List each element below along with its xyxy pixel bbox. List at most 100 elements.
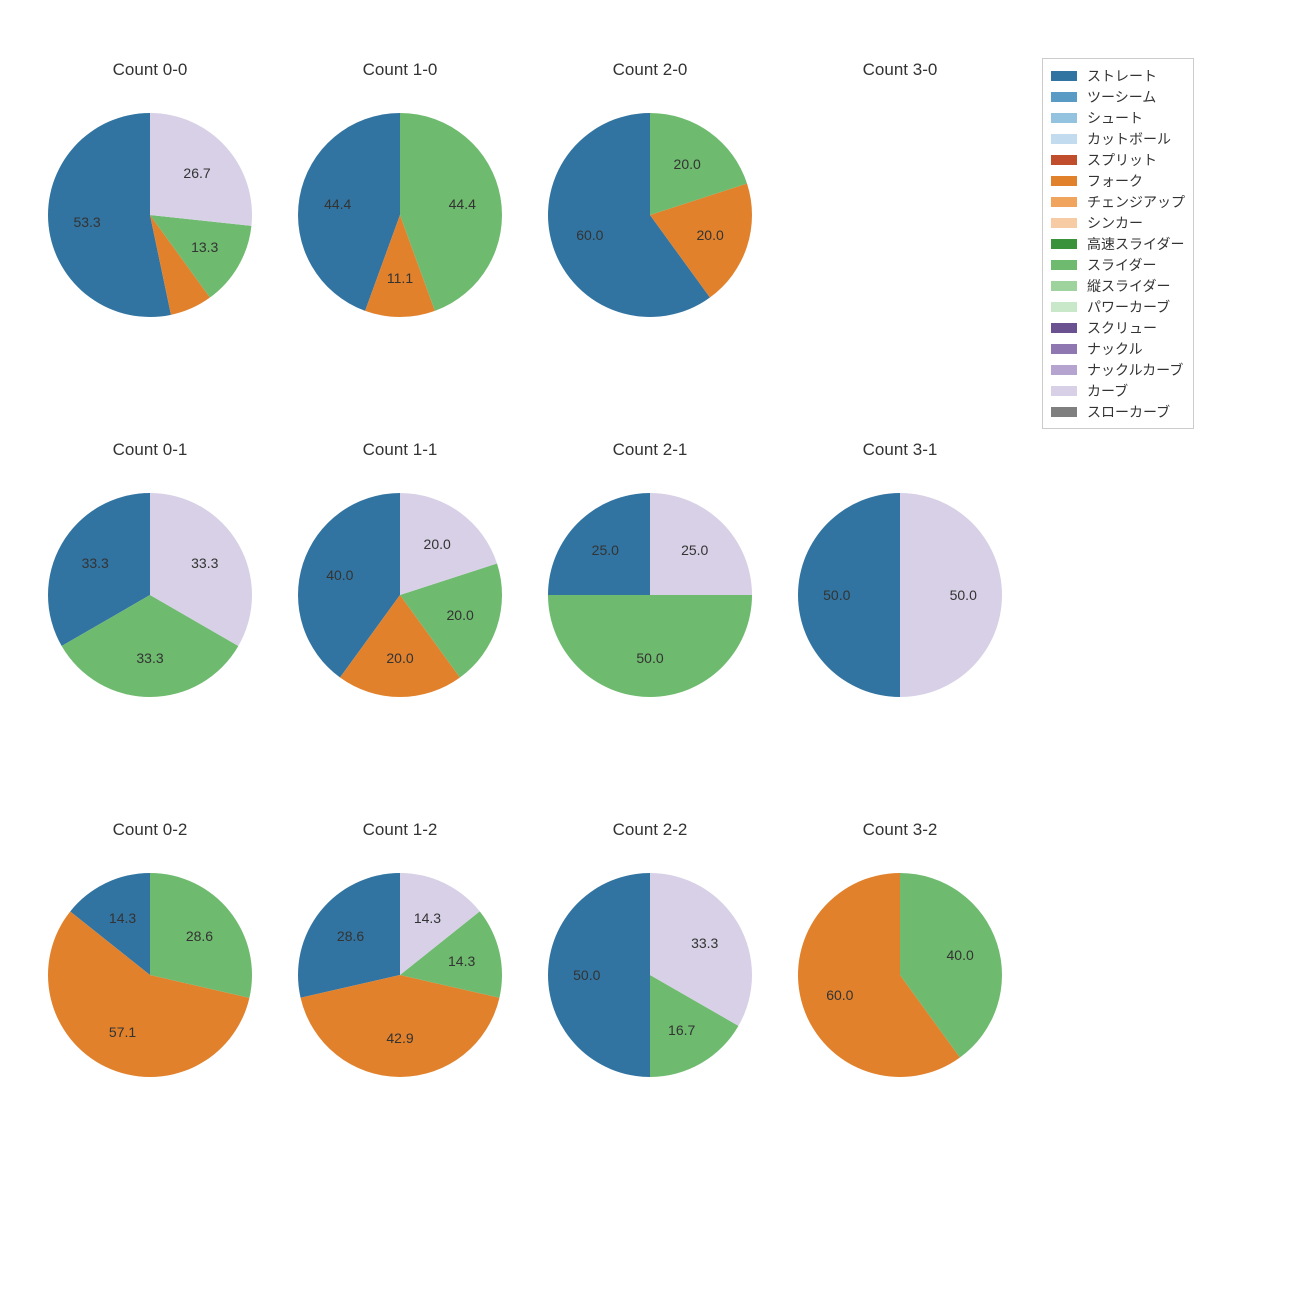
- slice-label: 13.3: [191, 239, 218, 255]
- legend-swatch: [1051, 92, 1077, 102]
- slice-label: 11.1: [387, 270, 413, 286]
- legend-item: スローカーブ: [1051, 401, 1185, 422]
- pie-chart-cell: Count 1-140.020.020.020.0: [280, 440, 520, 740]
- legend-label: スローカーブ: [1087, 402, 1170, 422]
- pie-chart-cell: Count 3-150.050.0: [780, 440, 1020, 740]
- slice-label: 50.0: [823, 587, 850, 603]
- legend-label: シンカー: [1087, 213, 1143, 233]
- legend-label: 縦スライダー: [1087, 276, 1170, 296]
- slice-label: 26.7: [183, 165, 210, 181]
- slice-label: 44.4: [324, 196, 351, 212]
- legend-label: パワーカーブ: [1087, 297, 1170, 317]
- legend-label: ストレート: [1087, 66, 1157, 86]
- slice-label: 60.0: [576, 227, 603, 243]
- legend-swatch: [1051, 176, 1077, 186]
- legend-label: カットボール: [1087, 129, 1171, 149]
- legend-swatch: [1051, 134, 1077, 144]
- legend-swatch: [1051, 239, 1077, 249]
- legend-swatch: [1051, 281, 1077, 291]
- pie-svg: [30, 440, 270, 740]
- slice-label: 42.9: [386, 1030, 413, 1046]
- legend-item: チェンジアップ: [1051, 191, 1185, 212]
- pie-chart-cell: Count 2-060.020.020.0: [530, 60, 770, 360]
- pie-slice: [548, 595, 752, 697]
- legend-item: ナックル: [1051, 338, 1185, 359]
- slice-label: 33.3: [136, 650, 163, 666]
- legend-swatch: [1051, 302, 1077, 312]
- pie-svg: [280, 440, 520, 740]
- pie-svg: [280, 60, 520, 360]
- legend-item: シュート: [1051, 107, 1185, 128]
- slice-label: 16.7: [668, 1022, 695, 1038]
- slice-label: 28.6: [186, 928, 213, 944]
- pie-svg: [30, 60, 270, 360]
- legend-item: パワーカーブ: [1051, 296, 1185, 317]
- legend-swatch: [1051, 365, 1077, 375]
- pie-chart-cell: Count 3-260.040.0: [780, 820, 1020, 1120]
- legend-item: ツーシーム: [1051, 86, 1185, 107]
- legend-label: カーブ: [1087, 381, 1128, 401]
- legend-item: フォーク: [1051, 170, 1185, 191]
- slice-label: 20.0: [386, 650, 413, 666]
- legend-label: ツーシーム: [1087, 87, 1156, 107]
- legend-label: シュート: [1087, 108, 1143, 128]
- legend-swatch: [1051, 197, 1077, 207]
- legend-item: 高速スライダー: [1051, 233, 1185, 254]
- slice-label: 14.3: [414, 910, 441, 926]
- slice-label: 44.4: [449, 196, 476, 212]
- slice-label: 20.0: [674, 156, 701, 172]
- slice-label: 33.3: [691, 935, 718, 951]
- pie-chart-cell: Count 0-214.357.128.6: [30, 820, 270, 1120]
- slice-label: 25.0: [681, 542, 708, 558]
- pie-chart-cell: Count 2-250.016.733.3: [530, 820, 770, 1120]
- pie-chart-cell: Count 2-125.050.025.0: [530, 440, 770, 740]
- legend-label: 高速スライダー: [1087, 234, 1184, 254]
- legend-swatch: [1051, 71, 1077, 81]
- legend: ストレートツーシームシュートカットボールスプリットフォークチェンジアップシンカー…: [1042, 58, 1194, 429]
- slice-label: 40.0: [947, 947, 974, 963]
- pie-chart-cell: Count 0-053.313.326.7: [30, 60, 270, 360]
- legend-item: スクリュー: [1051, 317, 1185, 338]
- chart-stage: Count 0-053.313.326.7Count 1-044.411.144…: [0, 0, 1300, 1300]
- pie-chart-cell: Count 1-044.411.144.4: [280, 60, 520, 360]
- legend-item: ナックルカーブ: [1051, 359, 1185, 380]
- legend-item: シンカー: [1051, 212, 1185, 233]
- legend-swatch: [1051, 323, 1077, 333]
- slice-label: 50.0: [636, 650, 663, 666]
- pie-svg: [780, 440, 1020, 740]
- legend-swatch: [1051, 218, 1077, 228]
- slice-label: 33.3: [191, 555, 218, 571]
- pie-svg: [30, 820, 270, 1120]
- slice-label: 14.3: [109, 910, 136, 926]
- legend-label: チェンジアップ: [1087, 192, 1185, 212]
- slice-label: 53.3: [73, 214, 100, 230]
- legend-label: ナックル: [1087, 339, 1143, 359]
- legend-swatch: [1051, 386, 1077, 396]
- legend-label: スクリュー: [1087, 318, 1157, 338]
- slice-label: 20.0: [447, 607, 474, 623]
- pie-svg: [780, 820, 1020, 1120]
- legend-label: ナックルカーブ: [1087, 360, 1183, 380]
- legend-label: フォーク: [1087, 171, 1143, 191]
- slice-label: 60.0: [826, 987, 853, 1003]
- pie-svg: [530, 440, 770, 740]
- slice-label: 20.0: [697, 227, 724, 243]
- legend-swatch: [1051, 260, 1077, 270]
- legend-item: カットボール: [1051, 128, 1185, 149]
- legend-label: スプリット: [1087, 150, 1157, 170]
- pie-svg: [530, 60, 770, 360]
- legend-item: ストレート: [1051, 65, 1185, 86]
- slice-label: 50.0: [950, 587, 977, 603]
- slice-label: 50.0: [573, 967, 600, 983]
- slice-label: 25.0: [592, 542, 619, 558]
- legend-swatch: [1051, 344, 1077, 354]
- pie-chart-cell: Count 1-228.642.914.314.3: [280, 820, 520, 1120]
- pie-chart-cell: Count 3-0: [780, 60, 1020, 360]
- slice-label: 33.3: [82, 555, 109, 571]
- slice-label: 14.3: [448, 953, 475, 969]
- legend-swatch: [1051, 155, 1077, 165]
- slice-label: 20.0: [424, 536, 451, 552]
- legend-item: カーブ: [1051, 380, 1185, 401]
- legend-swatch: [1051, 113, 1077, 123]
- legend-label: スライダー: [1087, 255, 1156, 275]
